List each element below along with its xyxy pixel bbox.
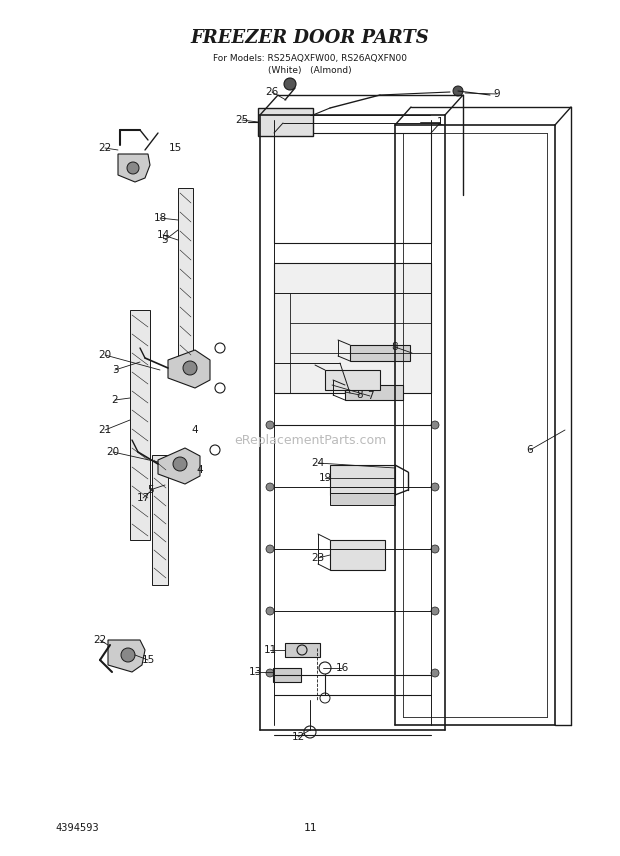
Bar — [330, 540, 385, 570]
Bar — [152, 455, 168, 585]
Text: 26: 26 — [265, 87, 278, 97]
Text: 8: 8 — [392, 342, 398, 352]
Text: 7: 7 — [366, 391, 373, 401]
Circle shape — [453, 86, 463, 96]
Text: 8: 8 — [356, 390, 363, 400]
Circle shape — [431, 545, 439, 553]
Polygon shape — [108, 640, 145, 672]
Text: 5: 5 — [147, 485, 153, 495]
Text: 16: 16 — [335, 663, 348, 673]
Circle shape — [266, 545, 274, 553]
Circle shape — [266, 421, 274, 429]
Circle shape — [266, 669, 274, 677]
Circle shape — [431, 483, 439, 491]
Bar — [330, 465, 395, 495]
Bar — [345, 385, 403, 400]
Text: 24: 24 — [311, 458, 325, 468]
Circle shape — [121, 648, 135, 662]
Text: 2: 2 — [112, 395, 118, 405]
Text: 18: 18 — [153, 213, 167, 223]
Text: 4394593: 4394593 — [55, 823, 99, 833]
Circle shape — [266, 483, 274, 491]
Bar — [258, 108, 313, 136]
Text: 11: 11 — [303, 823, 317, 833]
Bar — [274, 133, 431, 243]
Text: 17: 17 — [136, 493, 149, 503]
Circle shape — [284, 78, 296, 90]
Bar — [350, 345, 410, 361]
Polygon shape — [118, 154, 150, 182]
Circle shape — [173, 457, 187, 471]
Bar — [273, 668, 301, 682]
Text: 25: 25 — [236, 115, 249, 125]
Text: 22: 22 — [99, 143, 112, 153]
Circle shape — [431, 421, 439, 429]
Circle shape — [127, 162, 139, 174]
Text: 3: 3 — [112, 365, 118, 375]
Bar — [178, 188, 193, 363]
Text: 21: 21 — [99, 425, 112, 435]
Circle shape — [431, 607, 439, 615]
Text: 20: 20 — [107, 447, 120, 457]
Bar — [285, 643, 320, 657]
Text: (White)   (Almond): (White) (Almond) — [268, 66, 352, 74]
Text: 12: 12 — [291, 732, 304, 742]
Text: 9: 9 — [494, 89, 500, 99]
Text: 1: 1 — [436, 117, 443, 127]
Text: 14: 14 — [156, 230, 170, 240]
Polygon shape — [158, 448, 200, 484]
Text: 22: 22 — [94, 635, 107, 645]
Bar — [325, 370, 380, 390]
Text: eReplacementParts.com: eReplacementParts.com — [234, 433, 386, 447]
Text: 6: 6 — [526, 445, 533, 455]
Bar — [330, 493, 395, 505]
Text: 19: 19 — [319, 473, 332, 483]
Text: 11: 11 — [264, 645, 277, 655]
Text: 23: 23 — [311, 553, 325, 563]
Text: 13: 13 — [249, 667, 262, 677]
Text: 5: 5 — [162, 235, 168, 245]
Polygon shape — [168, 350, 210, 388]
Text: 4: 4 — [197, 465, 203, 475]
Text: 20: 20 — [99, 350, 112, 360]
Circle shape — [431, 669, 439, 677]
Text: 15: 15 — [141, 655, 154, 665]
Polygon shape — [274, 263, 431, 393]
Text: FREEZER DOOR PARTS: FREEZER DOOR PARTS — [190, 29, 430, 47]
Text: For Models: RS25AQXFW00, RS26AQXFN00: For Models: RS25AQXFW00, RS26AQXFN00 — [213, 54, 407, 62]
Circle shape — [183, 361, 197, 375]
Text: 15: 15 — [169, 143, 182, 153]
Circle shape — [266, 607, 274, 615]
Bar — [130, 310, 150, 540]
Text: 4: 4 — [192, 425, 198, 435]
